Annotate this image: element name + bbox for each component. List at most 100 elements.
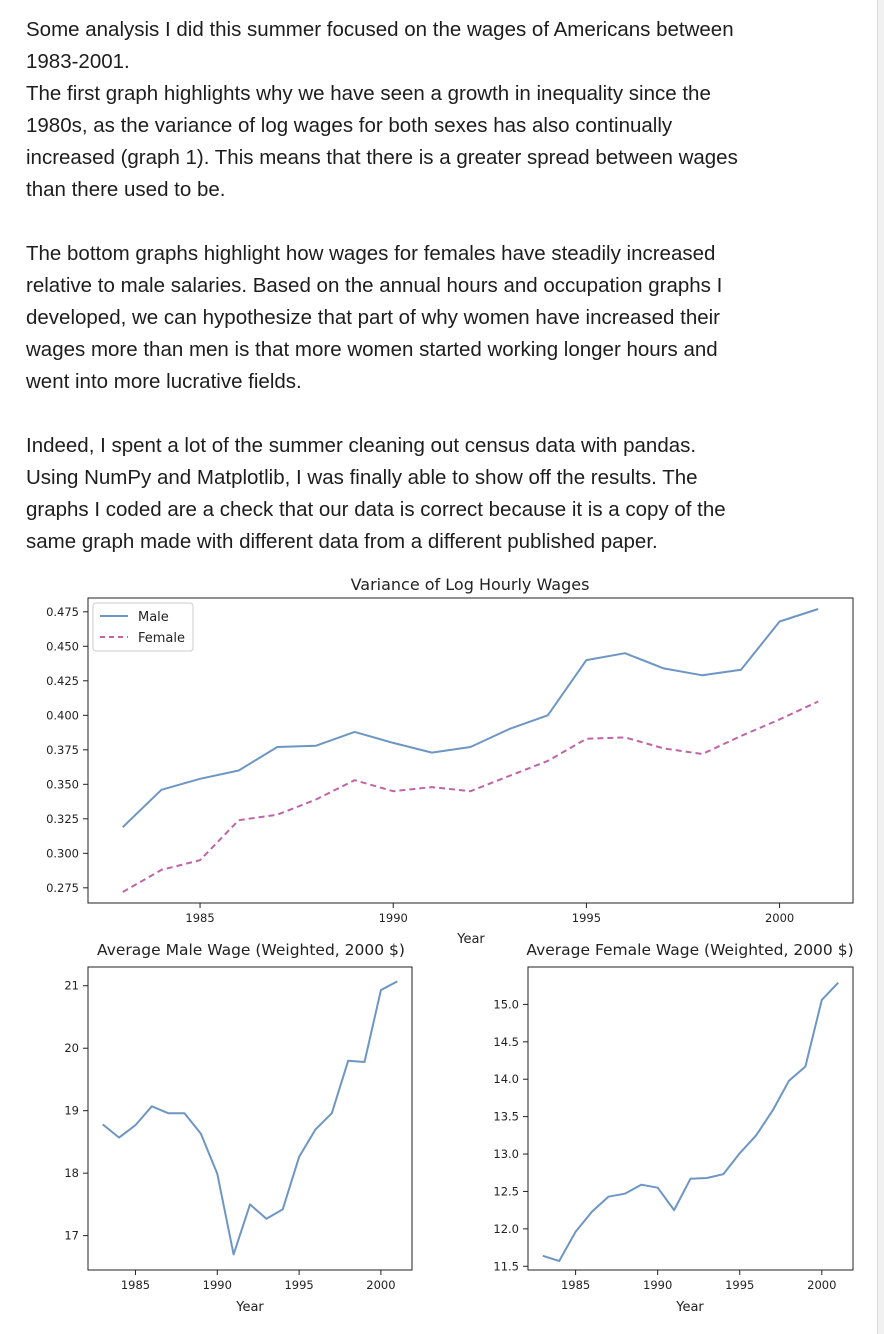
data-point — [122, 826, 124, 828]
y-tick-label: 19 — [64, 1104, 79, 1118]
y-tick-label: 0.325 — [46, 812, 79, 826]
data-point — [804, 1065, 806, 1067]
text-line: wages more than men is that more women s… — [26, 338, 718, 361]
data-point — [778, 718, 780, 720]
data-point — [396, 980, 398, 982]
y-tick-label: 0.375 — [46, 743, 79, 757]
text-line: relative to male salaries. Based on the … — [26, 274, 723, 297]
data-point — [392, 742, 394, 744]
data-point — [216, 1173, 218, 1175]
x-axis-label: Year — [675, 1300, 704, 1315]
y-tick-label: 21 — [64, 979, 79, 993]
data-point — [167, 1112, 169, 1114]
y-tick-label: 18 — [64, 1166, 79, 1180]
text-line: graphs I coded are a check that our data… — [26, 498, 726, 521]
data-point — [624, 736, 626, 738]
data-point — [276, 746, 278, 748]
data-point — [657, 1187, 659, 1189]
data-point — [160, 789, 162, 791]
x-tick-label: 1990 — [379, 911, 408, 925]
data-point — [363, 1061, 365, 1063]
y-tick-label: 13.5 — [493, 1110, 519, 1124]
x-tick-label: 1990 — [643, 1278, 672, 1292]
paragraph-2: The bottom graphs highlight how wages fo… — [26, 238, 866, 398]
data-point — [508, 728, 510, 730]
data-point — [298, 1156, 300, 1158]
data-point — [380, 989, 382, 991]
text-line: 1980s, as the variance of log wages for … — [26, 114, 673, 137]
y-tick-label: 13.0 — [493, 1147, 519, 1161]
data-point — [238, 819, 240, 821]
y-tick-label: 0.300 — [46, 846, 79, 860]
chart-3: Average Female Wage (Weighted, 2000 $) 19… — [493, 941, 853, 1315]
chart-title: Average Female Wage (Weighted, 2000 $) — [526, 941, 853, 959]
data-point — [331, 1112, 333, 1114]
data-point — [469, 746, 471, 748]
y-tick-label: 20 — [64, 1041, 79, 1055]
y-tick-label: 11.5 — [493, 1259, 519, 1273]
chart-title: Average Male Wage (Weighted, 2000 $) — [97, 941, 405, 959]
x-tick-label: 2000 — [765, 911, 794, 925]
data-point — [314, 1128, 316, 1130]
y-tick-label: 0.425 — [46, 674, 79, 688]
data-point — [558, 1260, 560, 1262]
text-line: Using NumPy and Matplotlib, I was finall… — [26, 466, 698, 489]
data-point — [701, 674, 703, 676]
plot-frame — [87, 966, 413, 1271]
plot-frame — [87, 597, 854, 904]
data-point — [821, 999, 823, 1001]
data-point — [591, 1210, 593, 1212]
y-tick-label: 0.450 — [46, 639, 79, 653]
plot-frame — [527, 966, 854, 1271]
legend: Male Female — [92, 602, 194, 652]
legend-label: Male — [138, 610, 169, 625]
data-point — [755, 1134, 757, 1136]
y-tick-label: 17 — [64, 1229, 79, 1243]
series-line-male — [122, 608, 819, 828]
data-point — [469, 790, 471, 792]
data-point — [689, 1178, 691, 1180]
data-point — [249, 1203, 251, 1205]
data-point — [771, 1109, 773, 1111]
data-point — [722, 1173, 724, 1175]
x-tick-label: 2000 — [366, 1278, 395, 1292]
data-point — [788, 1080, 790, 1082]
x-axis-label: Year — [235, 1300, 264, 1315]
text-line: than there used to be. — [26, 178, 226, 201]
data-point — [122, 891, 124, 893]
y-tick-label: 0.475 — [46, 605, 79, 619]
data-point — [431, 786, 433, 788]
data-point — [740, 735, 742, 737]
data-point — [817, 608, 819, 610]
text-line: went into more lucrative fields. — [26, 370, 302, 393]
data-point — [640, 1184, 642, 1186]
x-tick-label: 1995 — [572, 911, 601, 925]
data-point — [508, 775, 510, 777]
x-tick-label: 1985 — [185, 911, 214, 925]
x-axis-label: Year — [456, 932, 485, 947]
y-tick-label: 15.0 — [493, 997, 519, 1011]
data-point — [238, 769, 240, 771]
data-point — [817, 700, 819, 702]
data-point — [160, 869, 162, 871]
y-tick-label: 0.400 — [46, 708, 79, 722]
data-point — [232, 1253, 234, 1255]
data-point — [118, 1136, 120, 1138]
text-line: The first graph highlights why we have s… — [26, 82, 711, 105]
y-tick-label: 0.350 — [46, 777, 79, 791]
legend-label: Female — [138, 631, 185, 646]
data-point — [663, 747, 665, 749]
data-point — [607, 1196, 609, 1198]
data-point — [392, 790, 394, 792]
series-line-female — [122, 700, 819, 893]
data-point — [134, 1124, 136, 1126]
scrollbar-track[interactable] — [877, 0, 884, 1334]
text-line: Some analysis I did this summer focused … — [26, 18, 734, 41]
data-point — [276, 814, 278, 816]
data-point — [151, 1105, 153, 1107]
data-point — [574, 1231, 576, 1233]
data-point — [673, 1209, 675, 1211]
data-point — [183, 1112, 185, 1114]
data-point — [663, 667, 665, 669]
data-point — [265, 1218, 267, 1220]
